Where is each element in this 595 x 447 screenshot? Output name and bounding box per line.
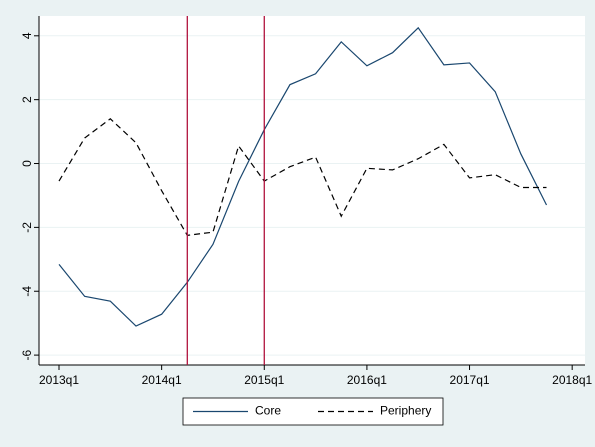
- y-tick-label: -2: [20, 222, 34, 233]
- x-tick-label: 2017q1: [450, 373, 490, 387]
- legend-label: Core: [255, 404, 281, 418]
- x-tick-label: 2014q1: [142, 373, 182, 387]
- y-tick-label: 0: [20, 160, 34, 167]
- x-tick-label: 2016q1: [347, 373, 387, 387]
- y-tick-label: 2: [20, 96, 34, 103]
- x-tick-label: 2015q1: [244, 373, 284, 387]
- x-tick-label: 2018q1: [552, 373, 592, 387]
- y-tick-label: -6: [20, 349, 34, 360]
- series-line: [58, 26, 548, 327]
- x-tick-label: 2013q1: [39, 373, 79, 387]
- plot-area: [39, 16, 585, 365]
- y-tick-label: 4: [20, 32, 34, 39]
- y-tick-label: -4: [20, 286, 34, 297]
- series-line: [58, 118, 547, 237]
- legend-label: Periphery: [380, 404, 431, 418]
